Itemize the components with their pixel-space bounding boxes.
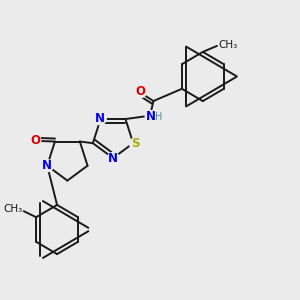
Text: O: O <box>30 134 40 147</box>
Text: N: N <box>95 112 105 125</box>
Circle shape <box>41 160 53 172</box>
Text: CH₃: CH₃ <box>218 40 238 50</box>
Text: N: N <box>108 152 118 165</box>
Text: S: S <box>131 137 140 150</box>
Text: H: H <box>155 112 162 122</box>
Text: O: O <box>136 85 146 98</box>
Text: CH₃: CH₃ <box>4 204 23 214</box>
Circle shape <box>135 86 146 98</box>
Circle shape <box>107 152 119 164</box>
Circle shape <box>29 134 41 146</box>
Text: N: N <box>42 159 52 172</box>
Circle shape <box>94 113 106 125</box>
Circle shape <box>130 138 141 150</box>
Text: N: N <box>146 110 155 122</box>
Circle shape <box>145 111 156 122</box>
